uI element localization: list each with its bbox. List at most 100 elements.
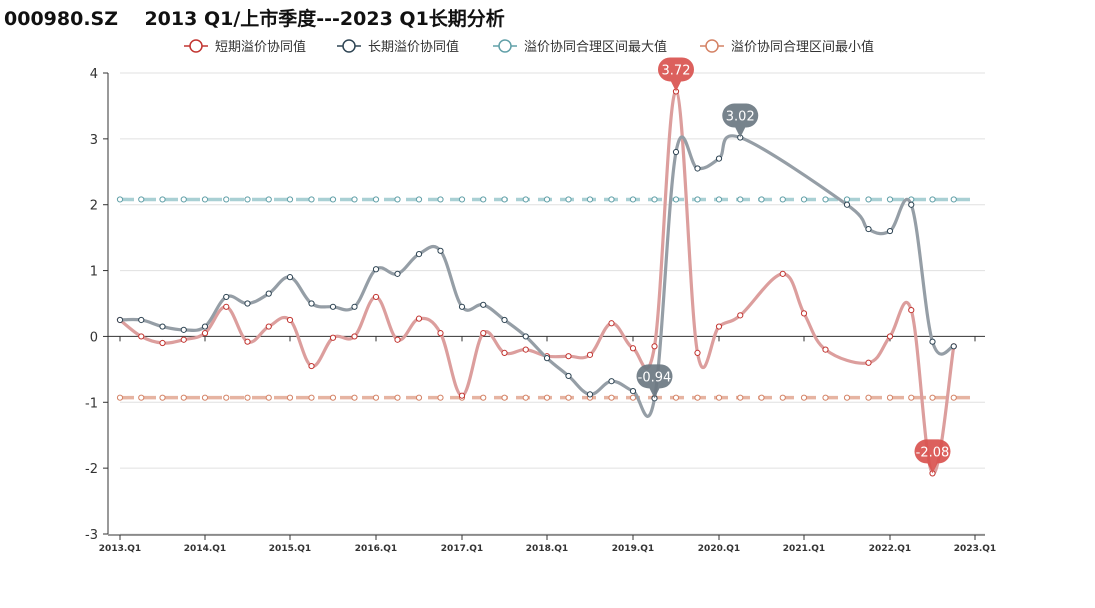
- data-point: [565, 353, 572, 360]
- data-point: [223, 394, 230, 401]
- data-point: [758, 196, 765, 203]
- data-point: [950, 343, 957, 350]
- legend-item-0[interactable]: 短期溢价协同值: [184, 39, 306, 55]
- data-point: [715, 196, 723, 203]
- data-point: [608, 394, 615, 401]
- data-point: [886, 333, 894, 340]
- data-point: [629, 387, 637, 395]
- data-point: [886, 394, 894, 401]
- x-tick-label: 2021.Q1: [783, 544, 825, 554]
- data-point: [886, 196, 894, 203]
- y-tick-label: 4: [90, 67, 98, 82]
- data-point: [244, 196, 251, 203]
- x-tick-label: 2023.Q1: [954, 544, 996, 554]
- data-point: [159, 339, 166, 347]
- data-point: [180, 336, 187, 343]
- data-point: [394, 196, 401, 203]
- x-tick-label: 2014.Q1: [184, 544, 226, 554]
- data-point: [843, 196, 851, 203]
- chart-title: 000980.SZ 2013 Q1/上市季度---2023 Q1长期分析: [4, 8, 505, 30]
- data-point: [329, 334, 337, 341]
- data-point: [865, 225, 872, 233]
- data-point: [223, 196, 230, 203]
- data-point: [138, 333, 145, 340]
- data-point: [908, 394, 915, 401]
- data-point: [843, 201, 851, 208]
- data-point: [501, 394, 508, 401]
- data-point: [372, 394, 380, 401]
- data-point: [651, 343, 658, 350]
- legend[interactable]: 短期溢价协同值 长期溢价协同值 溢价协同合理区间最大值 溢价协同合理区间最小值: [184, 39, 874, 55]
- data-callout-pin: [722, 103, 759, 138]
- data-point: [159, 323, 166, 330]
- data-point: [201, 196, 209, 203]
- legend-marker-icon: [189, 39, 203, 53]
- legend-label: 溢价协同合理区间最小值: [731, 39, 874, 55]
- series-layer: [116, 88, 975, 477]
- legend-marker-icon: [498, 39, 512, 53]
- data-point: [394, 394, 401, 401]
- data-point: [800, 394, 808, 401]
- data-point: [694, 196, 701, 203]
- data-callout-pin: [636, 364, 673, 399]
- data-point: [458, 196, 466, 203]
- data-point: [308, 196, 315, 203]
- y-tick-label: 2: [90, 199, 98, 214]
- data-point: [458, 303, 466, 310]
- data-point: [672, 148, 680, 156]
- data-point: [779, 270, 786, 277]
- data-point: [865, 359, 872, 366]
- data-point: [501, 316, 508, 324]
- data-point: [565, 372, 572, 380]
- data-point: [329, 196, 337, 203]
- data-point: [586, 391, 594, 398]
- grid-lines: [120, 72, 985, 535]
- data-point: [565, 394, 572, 401]
- data-point: [758, 394, 765, 401]
- data-point: [308, 362, 315, 370]
- data-point: [586, 196, 594, 203]
- data-point: [159, 394, 166, 401]
- data-point: [437, 247, 444, 254]
- data-point: [586, 351, 594, 358]
- data-point: [715, 323, 723, 330]
- data-point: [737, 196, 744, 203]
- data-point: [543, 196, 551, 203]
- data-callout-pin: [914, 439, 951, 474]
- data-point: [543, 394, 551, 401]
- data-point: [244, 300, 251, 307]
- data-point: [950, 394, 957, 401]
- data-point: [843, 394, 851, 401]
- legend-item-2[interactable]: 溢价协同合理区间最大值: [493, 39, 667, 55]
- data-point: [286, 196, 294, 203]
- axes: -3 -2 -1 0 1 2 3 4 2013.Q1 2014.Q1 2015.Q1 2016.Q1 2…: [85, 67, 996, 554]
- y-tick-label: -2: [85, 462, 98, 477]
- data-point: [565, 196, 572, 203]
- data-point: [480, 330, 487, 337]
- data-point: [737, 312, 744, 319]
- data-point: [608, 320, 615, 327]
- legend-item-3[interactable]: 溢价协同合理区间最小值: [700, 39, 874, 55]
- data-point: [715, 155, 723, 162]
- data-point: [201, 394, 209, 401]
- data-point: [694, 165, 701, 172]
- series-line-1: [119, 134, 955, 418]
- data-point: [265, 394, 272, 401]
- y-tick-label: 0: [90, 330, 98, 345]
- data-point: [629, 345, 637, 352]
- legend-label: 短期溢价协同值: [215, 39, 306, 55]
- data-point: [908, 201, 915, 208]
- data-point: [116, 196, 124, 203]
- x-tick-label: 2019.Q1: [612, 544, 654, 554]
- data-point: [501, 196, 508, 203]
- data-point: [522, 346, 529, 353]
- y-tick-label: 1: [90, 265, 98, 280]
- data-point: [480, 196, 487, 203]
- data-point: [372, 196, 380, 203]
- data-point: [286, 316, 294, 324]
- legend-item-1[interactable]: 长期溢价协同值: [337, 39, 459, 55]
- data-point: [480, 301, 487, 308]
- legend-marker-icon: [705, 39, 719, 53]
- data-point: [329, 303, 337, 310]
